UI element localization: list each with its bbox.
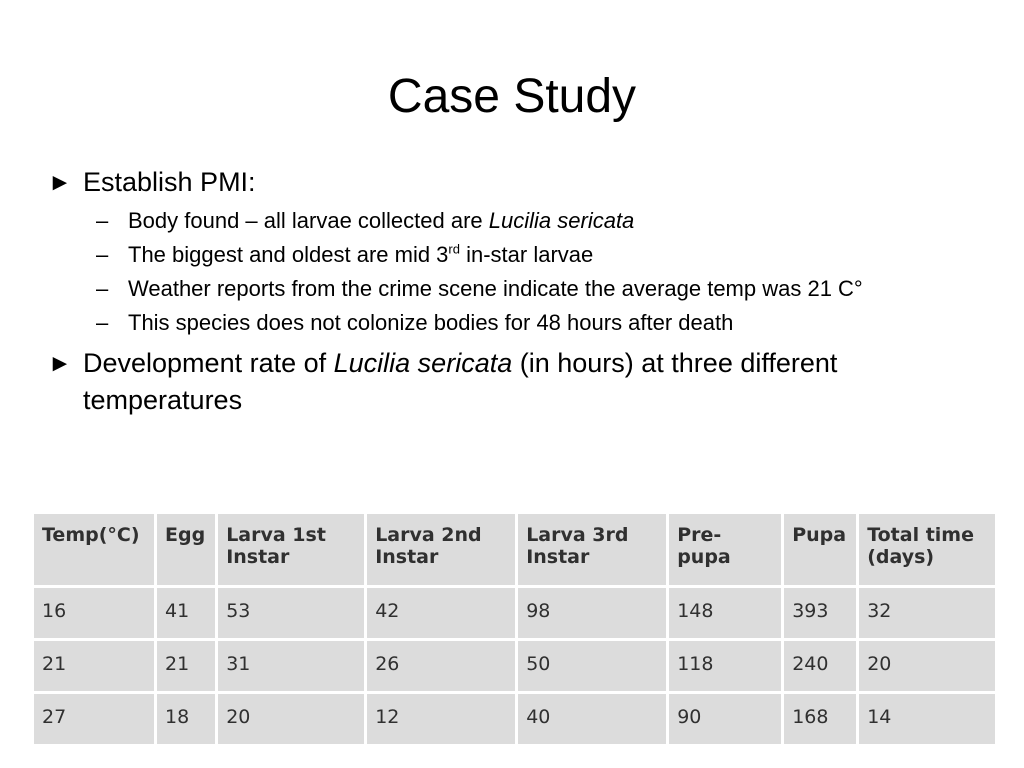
table-row: 16 41 53 42 98 148 393 32 — [34, 588, 995, 638]
sub-bullet-body-found: – Body found – all larvae collected are … — [96, 207, 988, 235]
development-rate-table: Temp(°C) Egg Larva 1st Instar Larva 2nd … — [31, 511, 998, 747]
dash-bullet-icon: – — [96, 310, 109, 335]
sub-bullet-text: Body found – all larvae collected are Lu… — [128, 208, 635, 233]
header-temp: Temp(°C) — [34, 514, 154, 585]
bullet-list: ► Establish PMI: – Body found – all larv… — [48, 164, 988, 419]
table-cell: 21 — [34, 641, 154, 691]
header-total-time: Total time (days) — [859, 514, 995, 585]
header-pupa: Pupa — [784, 514, 857, 585]
triangle-bullet-icon: ► — [48, 350, 72, 377]
table-cell: 31 — [218, 641, 365, 691]
header-larva-1st: Larva 1st Instar — [218, 514, 365, 585]
table-cell: 42 — [367, 588, 516, 638]
header-larva-2nd: Larva 2nd Instar — [367, 514, 516, 585]
sub-bullet-text: The biggest and oldest are mid 3rd in-st… — [128, 241, 594, 267]
table-cell: 18 — [157, 694, 216, 744]
table-cell: 20 — [218, 694, 365, 744]
header-egg: Egg — [157, 514, 216, 585]
sub-bullet-text: Weather reports from the crime scene ind… — [128, 276, 863, 301]
table-cell: 98 — [518, 588, 667, 638]
bullet-establish-pmi: ► Establish PMI: — [48, 164, 988, 201]
table-cell: 26 — [367, 641, 516, 691]
table-cell: 41 — [157, 588, 216, 638]
table-cell: 32 — [859, 588, 995, 638]
table-cell: 168 — [784, 694, 857, 744]
header-larva-3rd: Larva 3rd Instar — [518, 514, 667, 585]
header-pre-pupa: Pre-pupa — [669, 514, 782, 585]
bullet-text: Establish PMI: — [83, 167, 256, 197]
table-cell: 118 — [669, 641, 782, 691]
table-cell: 53 — [218, 588, 365, 638]
table-cell: 20 — [859, 641, 995, 691]
dash-bullet-icon: – — [96, 208, 109, 233]
species-name: Lucilia sericata — [488, 208, 635, 233]
table-cell: 14 — [859, 694, 995, 744]
sub-bullet-weather: – Weather reports from the crime scene i… — [96, 275, 988, 303]
species-name: Lucilia sericata — [333, 348, 513, 378]
table-cell: 40 — [518, 694, 667, 744]
table-cell: 90 — [669, 694, 782, 744]
table-cell: 240 — [784, 641, 857, 691]
sub-bullet-text: This species does not colonize bodies fo… — [128, 310, 734, 335]
dash-bullet-icon: – — [96, 276, 109, 301]
table-cell: 393 — [784, 588, 857, 638]
table-cell: 50 — [518, 641, 667, 691]
triangle-bullet-icon: ► — [48, 169, 72, 196]
table-row: 27 18 20 12 40 90 168 14 — [34, 694, 995, 744]
table-cell: 148 — [669, 588, 782, 638]
table-row: 21 21 31 26 50 118 240 20 — [34, 641, 995, 691]
table-cell: 12 — [367, 694, 516, 744]
dash-bullet-icon: – — [96, 242, 109, 267]
slide-title: Case Study — [387, 70, 637, 123]
sub-bullet-oldest-larvae: – The biggest and oldest are mid 3rd in-… — [96, 241, 988, 269]
table-cell: 16 — [34, 588, 154, 638]
table-header-row: Temp(°C) Egg Larva 1st Instar Larva 2nd … — [34, 514, 995, 585]
table-cell: 21 — [157, 641, 216, 691]
sub-bullet-colonization: – This species does not colonize bodies … — [96, 309, 988, 337]
table-cell: 27 — [34, 694, 154, 744]
bullet-text: Development rate of Lucilia sericata (in… — [83, 348, 838, 415]
bullet-development-rate: ► Development rate of Lucilia sericata (… — [48, 345, 988, 419]
